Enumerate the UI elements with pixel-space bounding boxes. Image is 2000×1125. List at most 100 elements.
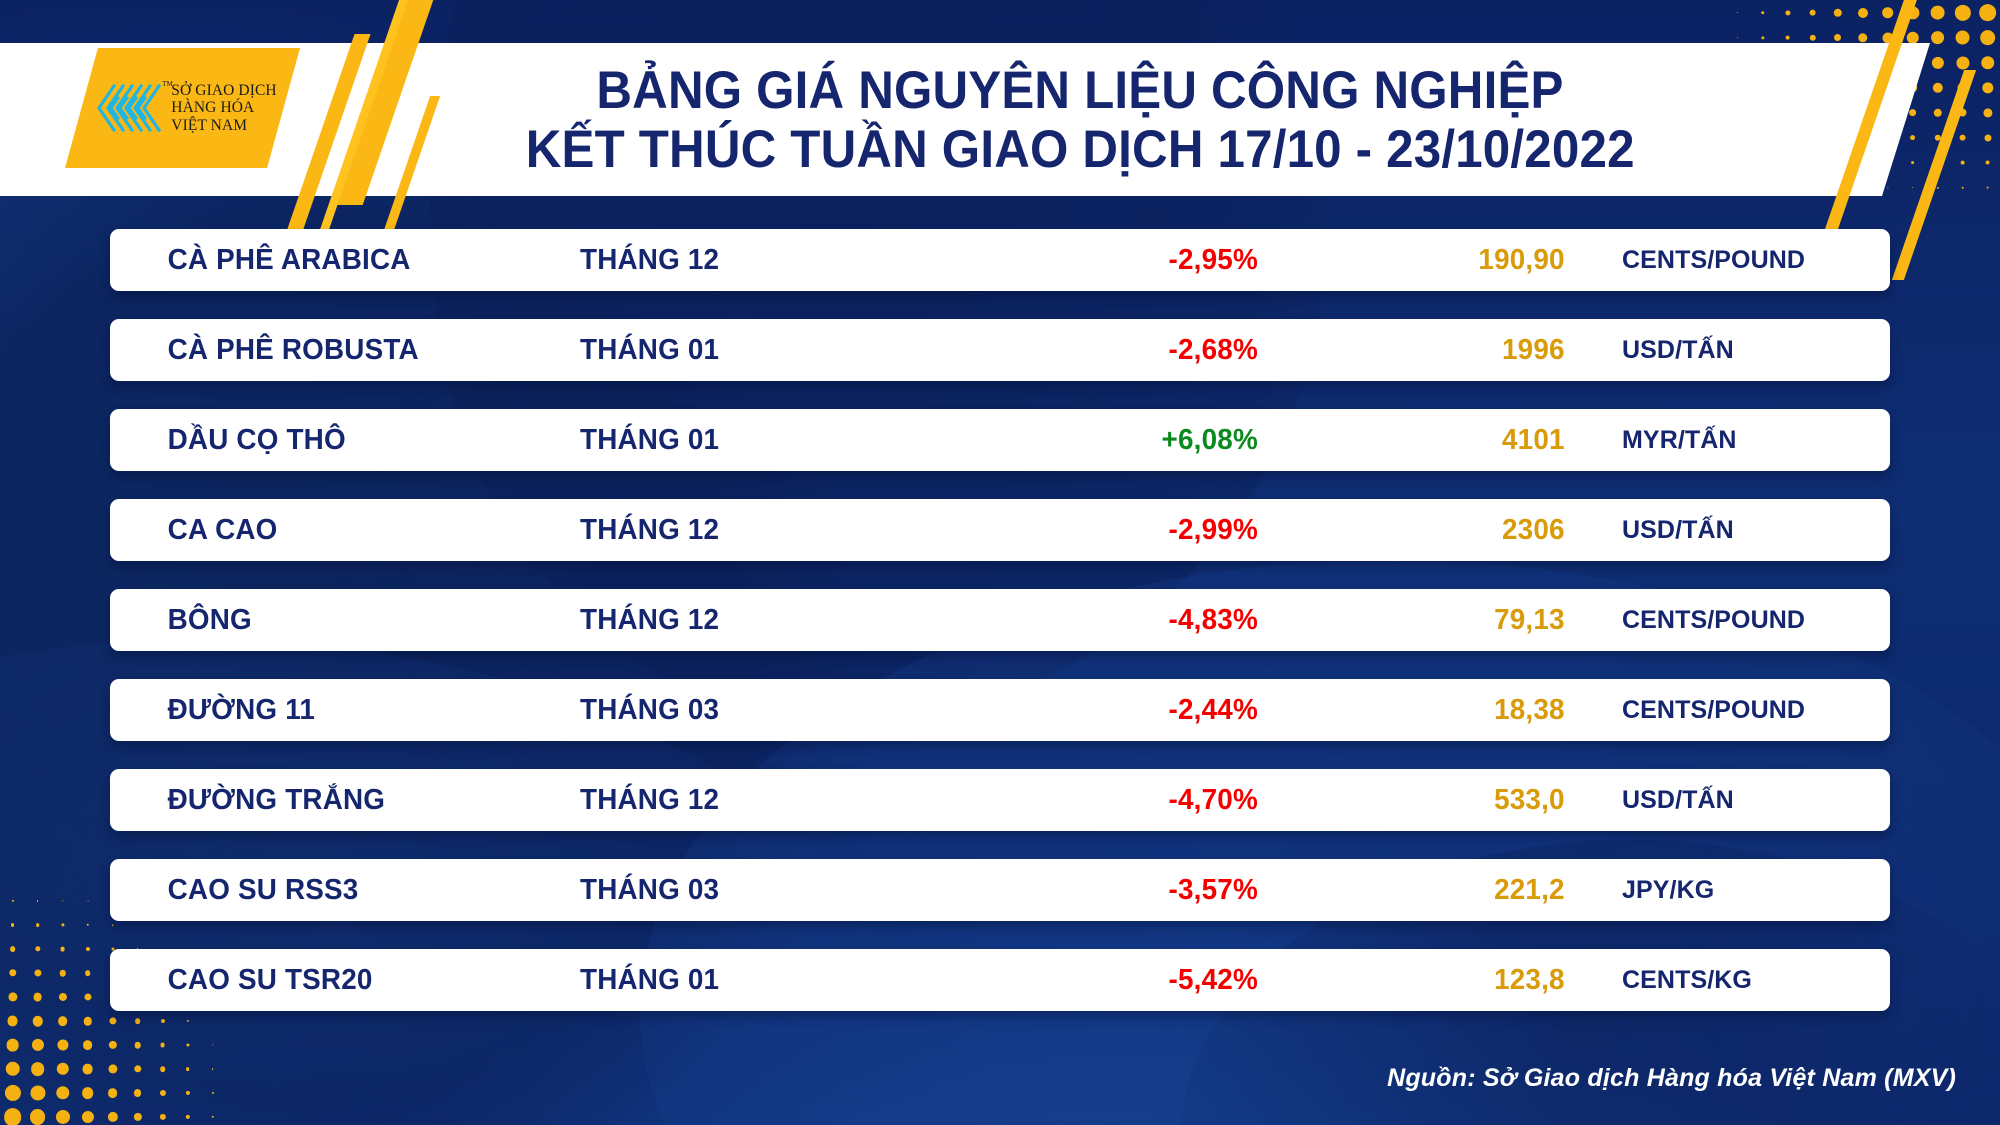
halftone-dot [82,1063,93,1075]
halftone-dot [60,923,65,927]
halftone-dot [107,1111,118,1123]
price-value: 533,0 [1494,783,1565,816]
halftone-dot [81,1110,94,1124]
halftone-dot [57,1016,68,1026]
halftone-dot [86,923,89,927]
halftone-dot [133,1112,142,1122]
table-row[interactable]: BÔNG THÁNG 12 -4,83% 79,13 CENTS/POUND [110,589,1890,651]
table-row[interactable]: CAO SU RSS3 THÁNG 03 -3,57% 221,2 JPY/KG [110,859,1890,921]
halftone-dot [1954,4,1971,21]
halftone-dot [211,1044,214,1046]
halftone-dot [1857,32,1868,43]
halftone-dot [8,969,17,977]
halftone-dot [1736,36,1739,39]
halftone-dot [159,1113,166,1121]
table-row[interactable]: CÀ PHÊ ARABICA THÁNG 12 -2,95% 190,90 CENTS/… [110,229,1890,291]
halftone-dot [61,900,64,902]
halftone-dot [60,946,65,952]
halftone-dot [1933,108,1942,117]
halftone-dot [1930,30,1945,45]
price-value: 2306 [1501,513,1565,546]
halftone-dot [59,969,66,977]
halftone-dot [7,992,18,1002]
halftone-dot [211,1115,214,1119]
halftone-dot [1931,56,1944,69]
brand-logo-text: TM SỞ GIAO DỊCH HÀNG HÓA VIỆT NAM [162,80,276,135]
table-row[interactable]: ĐƯỜNG TRẮNG THÁNG 12 -4,70% 533,0 USD/TẤN [110,769,1890,831]
halftone-dot [107,1088,118,1098]
halftone-dot [1911,186,1914,189]
halftone-dot [1955,55,1970,70]
price-change-percent: -4,70% [1168,783,1258,816]
table-row[interactable]: ĐƯỜNG 11 THÁNG 03 -2,44% 18,38 CENTS/POUND [110,679,1890,741]
halftone-dot [6,1038,19,1052]
halftone-dot [1978,3,1997,22]
halftone-dot [108,1040,117,1050]
halftone-dot [133,1089,142,1097]
halftone-dot [36,900,39,902]
halftone-dot [55,1086,70,1100]
halftone-dot [1961,186,1964,189]
halftone-dot [58,992,67,1002]
price-change-percent: +6,08% [1161,423,1258,456]
halftone-dot [1906,31,1919,44]
price-change-percent: -3,57% [1168,873,1258,906]
halftone-dot [1857,7,1868,18]
halftone-dot [110,947,115,951]
price-unit: JPY/KG [1622,875,1715,904]
halftone-dot [185,1067,190,1071]
trademark-symbol: TM [162,79,173,88]
halftone-dot [1959,134,1966,141]
halftone-dot [35,923,40,927]
table-row[interactable]: CAO SU TSR20 THÁNG 01 -5,42% 123,8 CENTS/KG [110,949,1890,1011]
halftone-dot [1736,11,1739,14]
halftone-dot [10,923,15,927]
price-change-percent: -2,44% [1168,693,1258,726]
halftone-dot [7,1015,18,1027]
price-unit: CENTS/POUND [1622,695,1806,724]
price-table: CÀ PHÊ ARABICA THÁNG 12 -2,95% 190,90 CENTS/… [110,229,1890,1039]
table-row[interactable]: CÀ PHÊ ROBUSTA THÁNG 01 -2,68% 1996 USD/TẤN [110,319,1890,381]
table-row[interactable]: DẦU CỌ THÔ THÁNG 01 +6,08% 4101 MYR/TẤN [110,409,1890,471]
halftone-dot [1980,55,1995,70]
halftone-dot [107,1064,118,1074]
contract-month: THÁNG 03 [580,693,720,726]
commodity-name: BÔNG [167,603,252,636]
brand-logo[interactable]: TM SỞ GIAO DỊCH HÀNG HÓA VIỆT NAM [65,48,300,168]
price-unit: CENTS/POUND [1622,245,1806,274]
halftone-dot [211,1091,214,1095]
halftone-dot [1986,186,1989,189]
price-change-percent: -2,95% [1168,243,1258,276]
halftone-dot [84,970,91,976]
table-row[interactable]: CA CAO THÁNG 12 -2,99% 2306 USD/TẤN [110,499,1890,561]
source-note: Nguồn: Sở Giao dịch Hàng hóa Việt Nam (M… [1387,1064,1956,1092]
halftone-dot [1979,29,1996,46]
halftone-dot [9,946,16,952]
halftone-dot [4,1084,21,1102]
halftone-dot [1833,8,1842,17]
halftone-dot [31,1038,44,1052]
halftone-dot [56,1062,69,1076]
halftone-dot [1930,5,1945,20]
halftone-dot [186,1019,189,1023]
halftone-dot [32,1015,43,1027]
halftone-dot [1881,6,1894,19]
price-value: 1996 [1501,333,1565,366]
halftone-dot [1985,160,1990,165]
halftone-dot [1784,9,1791,16]
halftone-dot [87,900,88,902]
halftone-dot [1809,9,1816,16]
halftone-dot [1983,133,1992,142]
halftone-dot [81,1087,94,1099]
halftone-dot [1936,186,1939,189]
price-value: 190,90 [1478,243,1565,276]
price-value: 123,8 [1494,963,1565,996]
price-value: 221,2 [1494,873,1565,906]
halftone-dot [1882,32,1893,43]
halftone-dot [1982,107,1993,118]
mxv-maze-logo-icon [94,82,164,134]
halftone-dot [160,1042,165,1048]
commodity-name: CAO SU RSS3 [167,873,359,906]
halftone-dot [1760,35,1765,40]
halftone-dot [33,992,42,1002]
